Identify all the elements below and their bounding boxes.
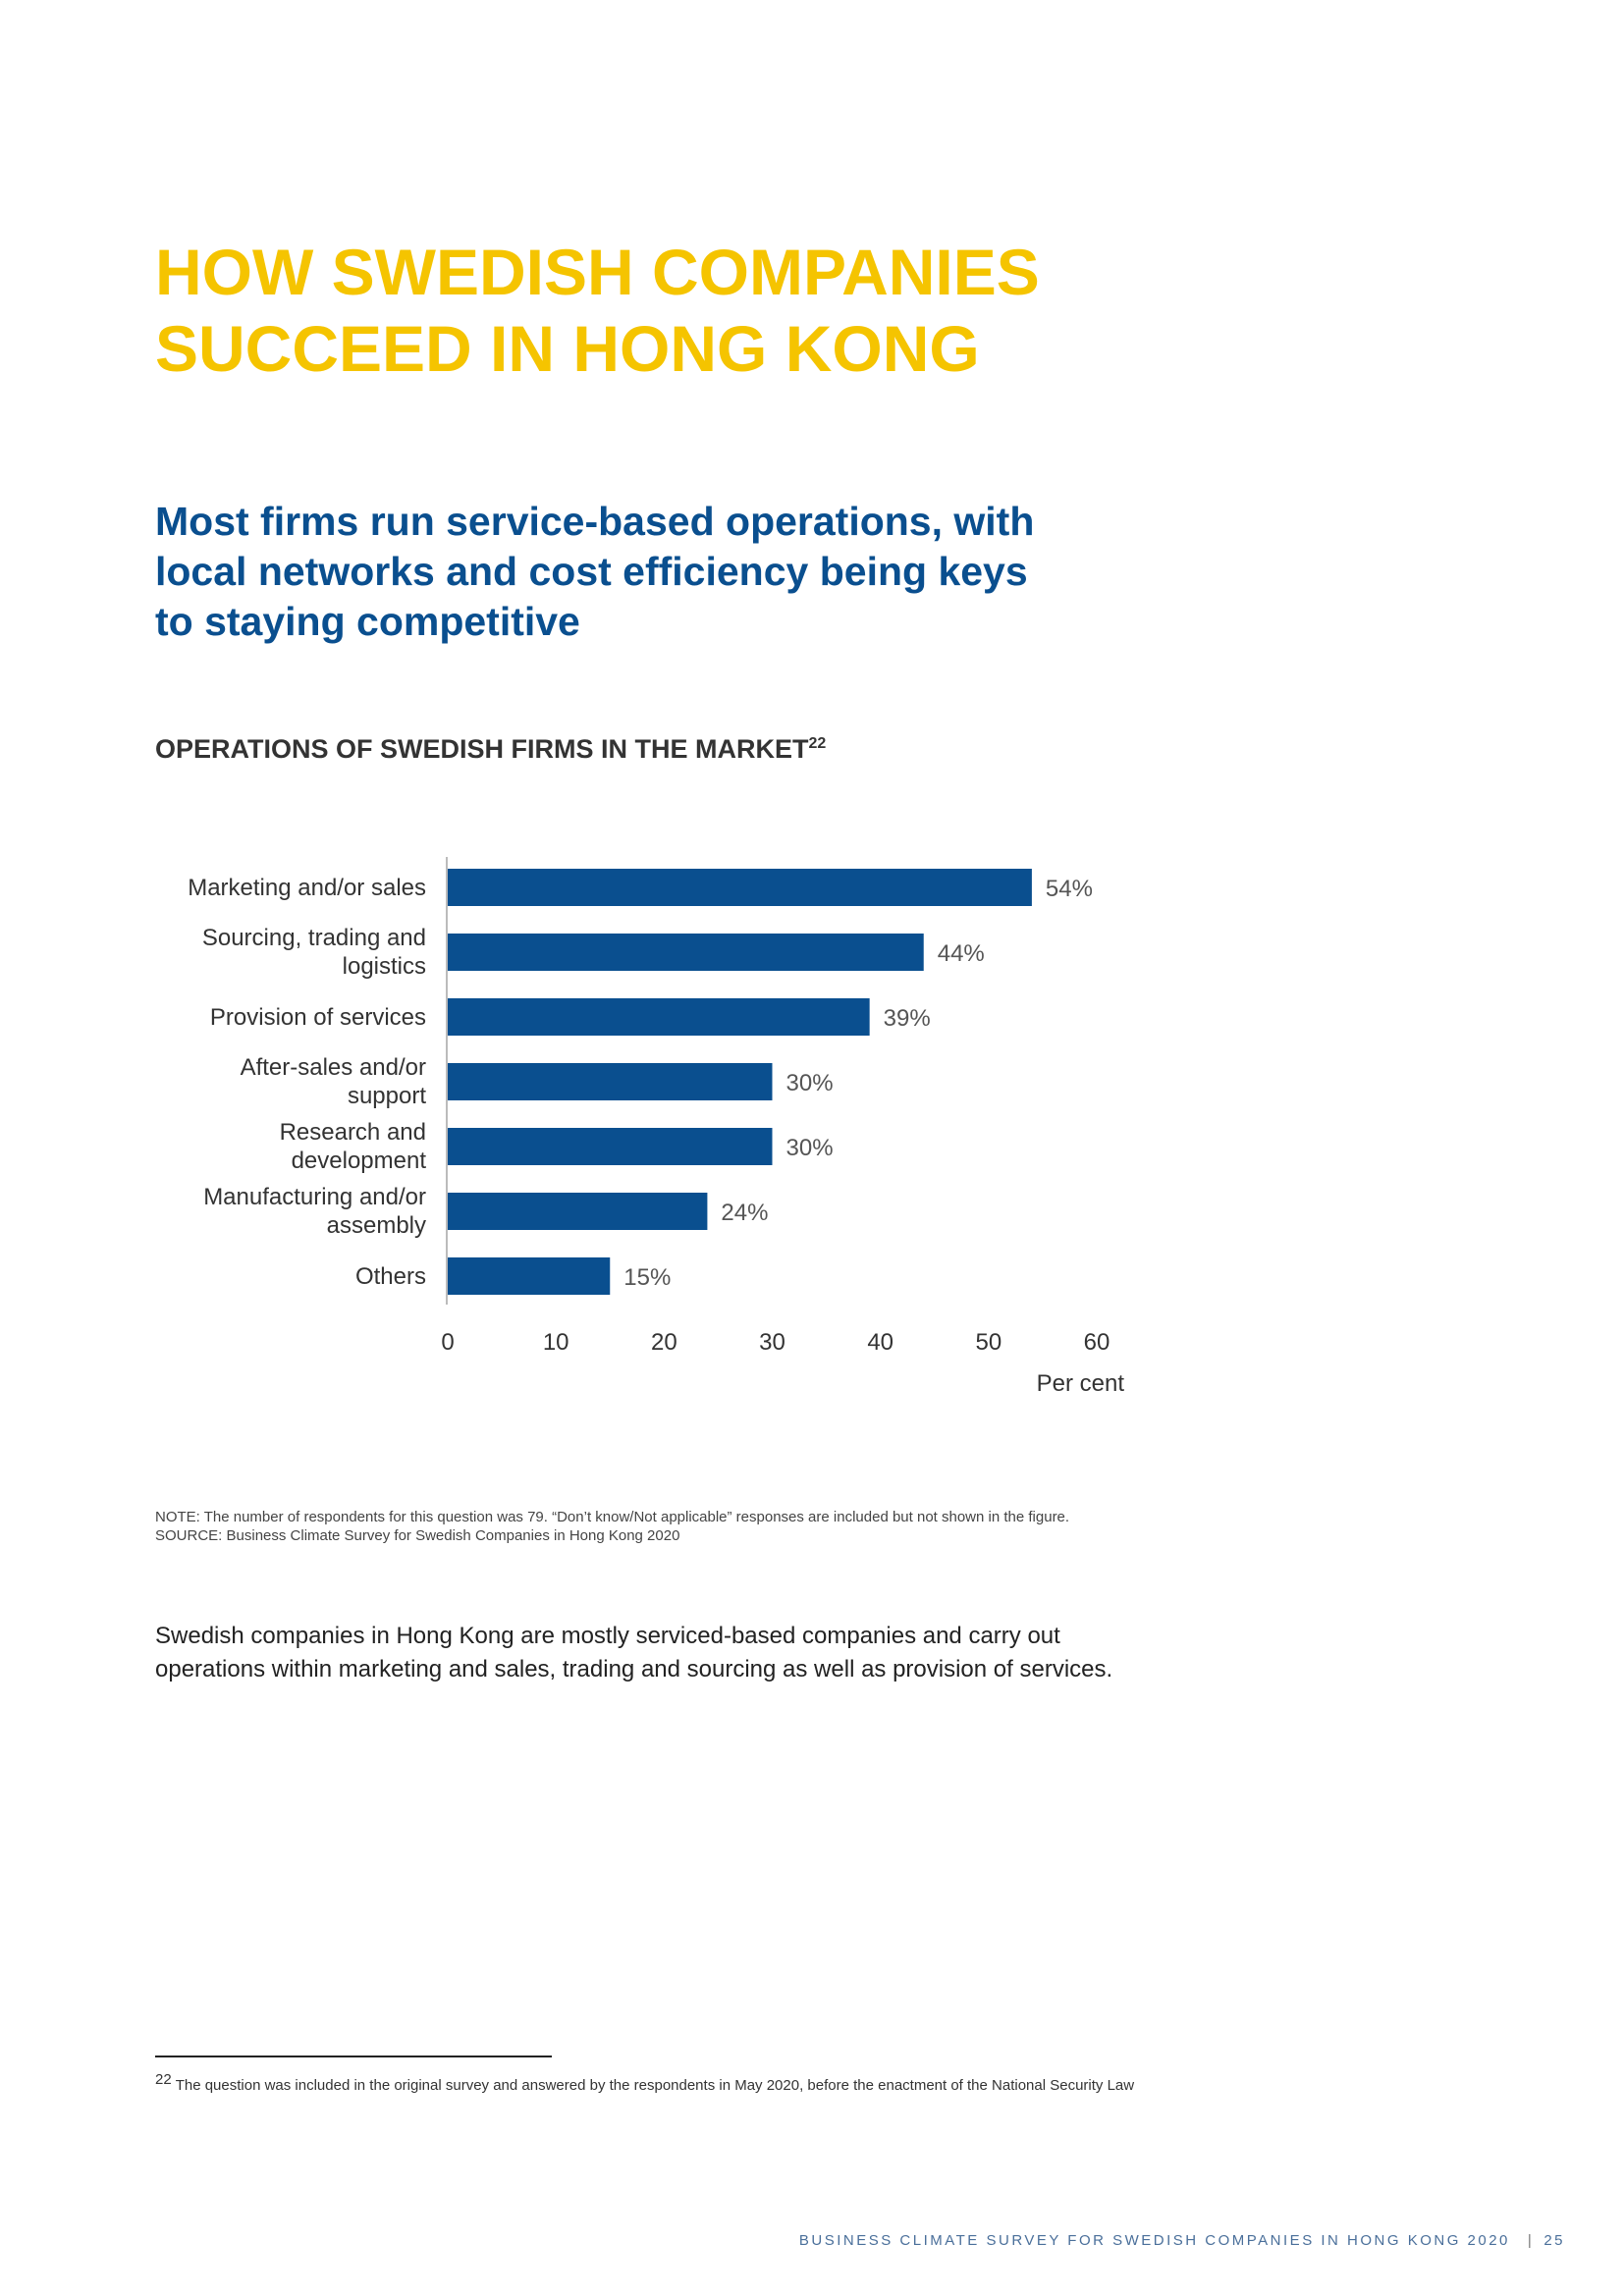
category-label-line: support xyxy=(347,1083,426,1109)
subtitle-line: Most firms run service-based operations,… xyxy=(155,499,1035,544)
category-label-line: logistics xyxy=(342,953,426,980)
data-label: 44% xyxy=(938,940,985,967)
bar xyxy=(448,1257,611,1295)
page-title-line: HOW SWEDISH COMPANIES xyxy=(155,236,1040,308)
data-label: 15% xyxy=(623,1264,671,1291)
category-label: After-sales and/or support xyxy=(171,1053,426,1110)
body-paragraph: Swedish companies in Hong Kong are mostl… xyxy=(155,1623,1113,1682)
bar xyxy=(448,869,1032,906)
category-label: Manufacturing and/or assembly xyxy=(171,1183,426,1240)
x-tick-label: 30 xyxy=(759,1329,785,1356)
category-label-line: Sourcing, trading and xyxy=(201,925,426,951)
data-labels-group: 54% 44% 39% 30% 30% 24% 15% xyxy=(623,876,1093,1291)
data-label: 30% xyxy=(786,1135,834,1161)
bars-group xyxy=(448,869,1032,1295)
data-label: 24% xyxy=(721,1200,768,1226)
category-label-line: Research and xyxy=(279,1119,426,1146)
category-label-line: assembly xyxy=(326,1212,426,1239)
bar xyxy=(448,998,870,1036)
chart-heading-text: OPERATIONS OF SWEDISH FIRMS IN THE MARKE… xyxy=(155,734,809,764)
category-label-line: development xyxy=(291,1148,426,1174)
category-label: Others xyxy=(171,1262,426,1291)
page-title-line: SUCCEED IN HONG KONG xyxy=(155,312,980,385)
footnote-number: 22 xyxy=(155,2071,172,2088)
source-text: SOURCE: Business Climate Survey for Swed… xyxy=(155,1527,680,1544)
footnote: 22 The question was included in the origi… xyxy=(155,2069,1137,2096)
chart-heading: OPERATIONS OF SWEDISH FIRMS IN THE MARKE… xyxy=(155,734,826,765)
x-tick-label: 20 xyxy=(651,1329,677,1356)
chart-footnote-ref: 22 xyxy=(808,735,827,752)
x-tick-label: 60 xyxy=(1084,1329,1110,1356)
subtitle-line: local networks and cost efficiency being… xyxy=(155,549,1028,594)
category-label-line: Provision of services xyxy=(209,1003,426,1031)
x-ticks-group: 0 10 20 30 40 50 60 xyxy=(441,1329,1110,1356)
category-label: Provision of services xyxy=(171,1003,426,1032)
category-label: Research and development xyxy=(171,1118,426,1175)
footer-separator: | xyxy=(1527,2232,1535,2249)
data-label: 30% xyxy=(786,1070,834,1096)
x-tick-label: 40 xyxy=(867,1329,893,1356)
data-label: 39% xyxy=(884,1005,931,1032)
x-axis-label: Per cent xyxy=(1037,1370,1125,1397)
page-footer: BUSINESS CLIMATE SURVEY FOR SWEDISH COMP… xyxy=(799,2232,1565,2249)
category-label-line: Marketing and/or sales xyxy=(188,874,426,901)
category-label-line: Others xyxy=(354,1262,426,1290)
footer-text: BUSINESS CLIMATE SURVEY FOR SWEDISH COMP… xyxy=(798,2232,1510,2249)
note-text: NOTE: The number of respondents for this… xyxy=(155,1509,1070,1525)
bar xyxy=(448,1193,708,1230)
x-tick-label: 10 xyxy=(543,1329,569,1356)
data-label: 54% xyxy=(1046,876,1093,902)
page-number: 25 xyxy=(1543,2232,1565,2249)
bar xyxy=(448,1128,773,1165)
x-tick-label: 50 xyxy=(975,1329,1001,1356)
category-label-line: Manufacturing and/or xyxy=(203,1184,426,1210)
page-title: HOW SWEDISH COMPANIES SUCCEED IN HONG KO… xyxy=(155,234,1235,387)
subtitle-line: to staying competitive xyxy=(155,599,580,644)
bar xyxy=(448,934,924,971)
section-subtitle: Most firms run service-based operations,… xyxy=(155,497,1176,647)
bar-chart: 54% 44% 39% 30% 30% 24% 15% 0 10 20 30 40 50 60 Per … xyxy=(441,857,1125,1397)
chart-note: NOTE: The number of respondents for this… xyxy=(155,1508,1137,1545)
bar xyxy=(448,1063,773,1100)
footnote-text: The question was included in the origina… xyxy=(175,2077,1135,2094)
category-label: Sourcing, trading and logistics xyxy=(171,924,426,981)
category-label-line: After-sales and/or xyxy=(240,1054,426,1081)
footnote-divider xyxy=(155,2056,552,2057)
category-label: Marketing and/or sales xyxy=(171,874,426,902)
x-tick-label: 0 xyxy=(441,1329,454,1356)
